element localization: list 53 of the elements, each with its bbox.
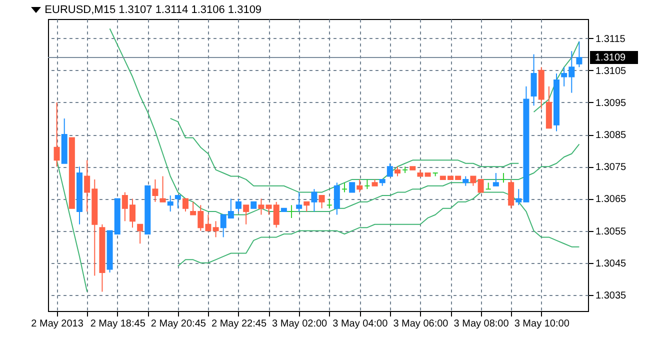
candlestick (174, 194, 181, 209)
y-tick-label: 1.3045 (596, 258, 627, 270)
candlestick (485, 182, 492, 190)
candlestick (334, 182, 340, 216)
candlestick (152, 178, 158, 202)
candlestick (311, 188, 318, 212)
candlestick (318, 194, 325, 209)
candlestick (386, 162, 393, 177)
candlestick (349, 182, 356, 193)
candlestick (470, 176, 476, 186)
candlestick (258, 198, 264, 216)
candlestick (160, 176, 166, 202)
x-tick-label: 2 May 20:45 (150, 318, 206, 330)
candlestick (296, 192, 302, 212)
y-tick-label: 1.3105 (596, 66, 627, 77)
candlestick (576, 40, 582, 68)
y-tick-label: 1.3035 (596, 290, 627, 302)
x-tick-label: 2 May 22:45 (211, 318, 267, 330)
candlestick (326, 198, 332, 209)
x-tick-label: 3 May 02:00 (272, 318, 328, 330)
y-tick-label: 1.3085 (596, 130, 627, 142)
x-tick-label: 3 May 10:00 (514, 318, 570, 330)
candlestick (236, 198, 242, 212)
candlestick (342, 182, 348, 193)
candlestick (508, 178, 514, 209)
candlestick (167, 194, 174, 212)
candlestick (478, 178, 484, 193)
candlestick (137, 224, 144, 244)
y-tick-label: 1.3055 (596, 226, 627, 238)
candlestick (304, 201, 310, 212)
x-tick-label: 3 May 04:00 (332, 318, 388, 330)
y-tick-label: 1.3065 (596, 194, 627, 206)
candlestick (462, 176, 469, 186)
candlestick (243, 204, 250, 225)
y-tick-label: 1.3075 (596, 162, 627, 174)
candlestick (356, 178, 363, 193)
candlestick (492, 172, 499, 186)
chart-title: EURUSD,M15 1.3107 1.3114 1.3106 1.3109 (44, 4, 262, 16)
y-tick-label: 1.3095 (596, 98, 627, 109)
x-tick-label: 2 May 18:45 (90, 318, 146, 330)
candlestick (54, 102, 60, 168)
candlestick (500, 172, 506, 184)
x-tick-label: 3 May 06:00 (393, 318, 449, 330)
candlestick (288, 204, 294, 218)
candlestick (394, 166, 400, 177)
candlestick (364, 178, 370, 190)
x-tick-label: 3 May 08:00 (454, 318, 510, 330)
ref-line-label: 1.3109 (595, 52, 626, 64)
candlestick (212, 220, 219, 238)
x-tick-label: 2 May 2013 (31, 318, 84, 330)
y-tick-label: 1.3115 (596, 34, 626, 45)
candlestick (182, 198, 188, 212)
candlestick (530, 54, 537, 106)
